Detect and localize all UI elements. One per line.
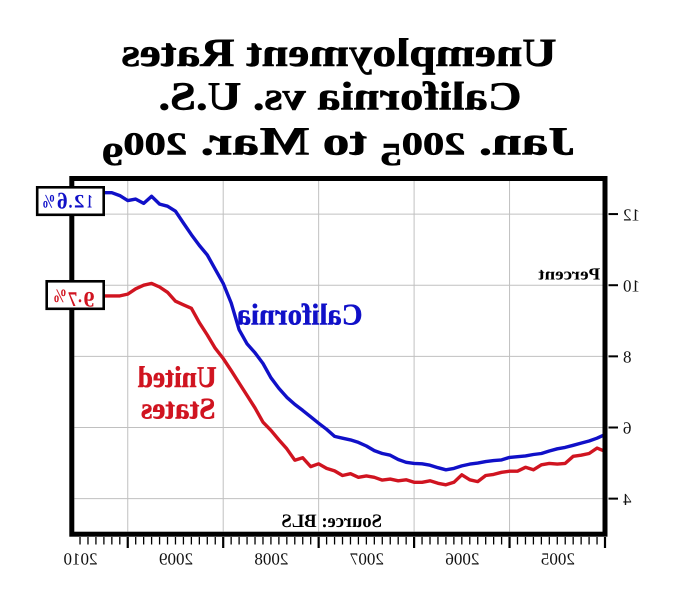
svg-text:States: States <box>141 392 216 425</box>
svg-text:2009: 2009 <box>159 550 193 569</box>
svg-text:2007: 2007 <box>349 550 384 569</box>
svg-text:.: . <box>69 192 73 213</box>
svg-text:%: % <box>42 192 56 213</box>
svg-text:2005: 2005 <box>541 550 575 569</box>
svg-text:2006: 2006 <box>445 550 479 569</box>
svg-text:9: 9 <box>84 287 95 312</box>
svg-text:1: 1 <box>87 192 93 213</box>
svg-text:4: 4 <box>623 490 632 509</box>
svg-text:2: 2 <box>74 192 85 213</box>
svg-text:.: . <box>78 286 82 307</box>
svg-text:Jan. 2005 to Mar. 2009: Jan. 2005 to Mar. 2009 <box>102 119 575 173</box>
svg-text:United: United <box>137 361 216 394</box>
svg-text:7: 7 <box>68 287 78 311</box>
svg-text:California vs. U.S.: California vs. U.S. <box>159 74 522 119</box>
svg-text:2008: 2008 <box>254 550 288 569</box>
svg-text:12: 12 <box>623 205 640 224</box>
svg-text:6: 6 <box>623 419 632 438</box>
svg-text:10: 10 <box>623 276 640 295</box>
svg-text:2010: 2010 <box>64 550 98 569</box>
svg-text:6: 6 <box>57 188 68 214</box>
svg-text:California: California <box>237 298 363 331</box>
svg-text:Percent: Percent <box>538 265 600 284</box>
svg-text:%: % <box>53 286 67 307</box>
svg-text:Unemployment Rates: Unemployment Rates <box>122 30 557 75</box>
svg-text:Source: BLS: Source: BLS <box>281 511 382 532</box>
svg-text:8: 8 <box>623 348 632 367</box>
